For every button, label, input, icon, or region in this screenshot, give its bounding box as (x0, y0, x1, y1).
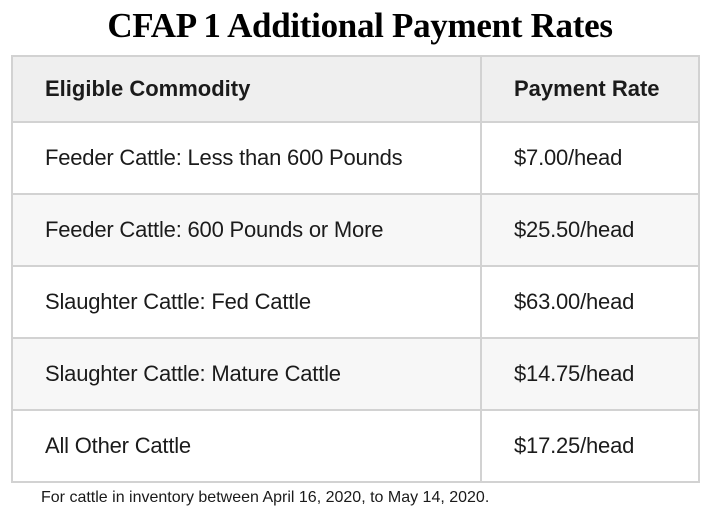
rate-cell: $14.75/head (480, 337, 700, 411)
commodity-cell: Slaughter Cattle: Fed Cattle (11, 265, 482, 339)
rate-cell: $17.25/head (480, 409, 700, 483)
header-eligible-commodity: Eligible Commodity (11, 55, 482, 123)
table-row: Feeder Cattle: Less than 600 Pounds $7.0… (11, 121, 700, 195)
commodity-cell: Feeder Cattle: 600 Pounds or More (11, 193, 482, 267)
table-row: Feeder Cattle: 600 Pounds or More $25.50… (11, 193, 700, 267)
rate-cell: $63.00/head (480, 265, 700, 339)
table-row: All Other Cattle $17.25/head (11, 409, 700, 483)
table-row: Slaughter Cattle: Mature Cattle $14.75/h… (11, 337, 700, 411)
page-title: CFAP 1 Additional Payment Rates (107, 6, 613, 45)
commodity-cell: Feeder Cattle: Less than 600 Pounds (11, 121, 482, 195)
commodity-cell: Slaughter Cattle: Mature Cattle (11, 337, 482, 411)
table-header-row: Eligible Commodity Payment Rate (11, 55, 700, 123)
header-payment-rate: Payment Rate (480, 55, 700, 123)
rate-cell: $7.00/head (480, 121, 700, 195)
payment-rates-table: Eligible Commodity Payment Rate Feeder C… (11, 55, 700, 483)
table-row: Slaughter Cattle: Fed Cattle $63.00/head (11, 265, 700, 339)
commodity-cell: All Other Cattle (11, 409, 482, 483)
footnote: For cattle in inventory between April 16… (41, 489, 490, 506)
rate-cell: $25.50/head (480, 193, 700, 267)
